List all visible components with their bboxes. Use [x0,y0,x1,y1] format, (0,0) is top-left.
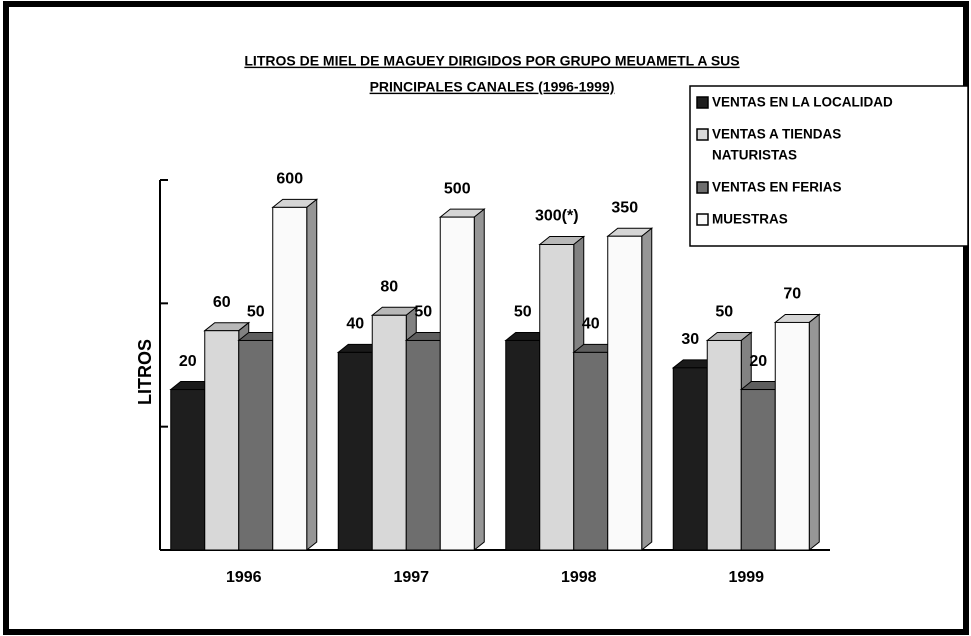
bar [505,339,541,551]
bar [672,367,708,551]
y-axis-label: LITROS [135,339,155,405]
data-label: 500 [444,180,471,197]
x-tick-label: 1999 [728,569,764,586]
data-label: 20 [749,353,767,370]
legend-label: NATURISTAS [712,148,797,163]
data-label: 350 [611,199,638,216]
x-tick-label: 1998 [561,569,597,586]
x-tick-label: 1996 [226,569,262,586]
legend-label: VENTAS EN FERIAS [712,180,842,195]
data-label: 50 [514,304,532,321]
legend-swatch [696,181,709,194]
data-label: 40 [582,316,600,333]
data-label: 40 [346,316,364,333]
data-label: 50 [247,304,265,321]
data-label: 80 [380,279,398,296]
bar [238,339,274,551]
legend [689,85,969,247]
data-label: 600 [276,171,303,188]
bar [607,235,643,551]
x-tick-label: 1997 [393,569,429,586]
bar [371,314,407,551]
chart-title: PRINCIPALES CANALES (1996-1999) [370,79,615,95]
data-label: 50 [715,304,733,321]
data-label: 60 [213,294,231,311]
legend-label: MUESTRAS [712,212,788,227]
bar [573,351,609,551]
data-label: 50 [414,304,432,321]
bar-side [641,227,653,552]
bar [740,389,776,551]
bar [405,339,441,551]
data-label: 70 [783,286,801,303]
data-label: 30 [681,331,699,348]
legend-label: VENTAS EN LA LOCALIDAD [712,95,893,110]
bar [170,389,206,551]
bar [204,330,240,551]
bar [439,216,475,551]
data-label: 300(*) [535,208,579,225]
bar-side [306,198,318,552]
chart-title: LITROS DE MIEL DE MAGUEY DIRIGIDOS POR G… [244,53,739,69]
data-label: 20 [179,353,197,370]
legend-swatch [696,96,709,109]
bar [539,243,575,551]
bar [774,321,810,551]
bar-side [473,208,485,552]
bar-side [808,313,820,552]
legend-swatch [696,128,709,141]
bar [272,206,308,551]
legend-label: VENTAS A TIENDAS [712,127,841,142]
bar [337,351,373,551]
bar [706,339,742,551]
legend-swatch [696,213,709,226]
